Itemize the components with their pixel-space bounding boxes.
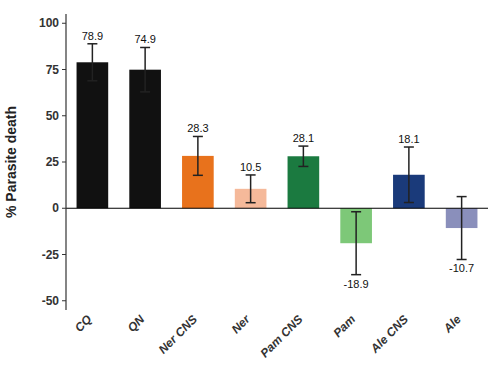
y-tick bbox=[62, 23, 66, 24]
data-label: 18.1 bbox=[398, 133, 419, 145]
x-tick-label: Pam CNS bbox=[257, 312, 305, 360]
y-tick-label: 75 bbox=[46, 63, 60, 77]
error-cap bbox=[140, 91, 150, 93]
x-tick-label: Ner CNS bbox=[156, 312, 200, 356]
data-label: 74.9 bbox=[134, 33, 155, 45]
data-label: 28.3 bbox=[187, 122, 208, 134]
y-axis-label: % Parasite death bbox=[3, 106, 19, 218]
y-tick bbox=[62, 208, 66, 209]
error-stem bbox=[408, 147, 410, 203]
y-tick bbox=[62, 254, 66, 255]
x-tick-label: CQ bbox=[72, 312, 95, 335]
error-bar bbox=[457, 197, 467, 260]
error-bar bbox=[140, 47, 150, 91]
error-cap bbox=[351, 274, 361, 276]
error-stem bbox=[144, 47, 146, 91]
error-cap bbox=[298, 145, 308, 147]
data-label: 28.1 bbox=[293, 132, 314, 144]
y-tick bbox=[62, 300, 66, 301]
error-cap bbox=[87, 80, 97, 82]
y-tick-label: -50 bbox=[42, 294, 60, 308]
error-cap bbox=[457, 259, 467, 261]
x-tick-label: Ner bbox=[229, 311, 254, 336]
bar bbox=[77, 62, 109, 208]
error-cap bbox=[457, 196, 467, 198]
error-stem bbox=[355, 212, 357, 275]
error-cap bbox=[351, 211, 361, 213]
zero-line bbox=[66, 208, 488, 209]
error-bar bbox=[351, 212, 361, 275]
x-tick-label: Ale bbox=[440, 312, 464, 336]
error-cap bbox=[193, 175, 203, 177]
error-cap bbox=[87, 43, 97, 45]
y-tick-label: 0 bbox=[52, 201, 59, 215]
error-bar bbox=[404, 147, 414, 203]
x-tick-label: QN bbox=[125, 312, 148, 335]
error-cap bbox=[246, 174, 256, 176]
data-label: -10.7 bbox=[449, 262, 474, 274]
error-cap bbox=[404, 202, 414, 204]
error-stem bbox=[461, 197, 463, 260]
x-tick-label: Ale CNS bbox=[367, 312, 411, 356]
error-cap bbox=[193, 136, 203, 138]
y-tick-label: 25 bbox=[46, 155, 60, 169]
x-tick-label: Pam bbox=[330, 312, 358, 340]
chart: 78.9 74.9 28.3 10.5 28.1 -18.9 18.1 -10.7 -50 -25… bbox=[0, 0, 500, 374]
error-stem bbox=[303, 146, 305, 166]
plot-area bbox=[66, 44, 488, 275]
data-label: 10.5 bbox=[240, 161, 261, 173]
error-stem bbox=[197, 136, 199, 175]
error-cap bbox=[404, 146, 414, 148]
y-tick bbox=[62, 69, 66, 70]
error-cap bbox=[140, 47, 150, 49]
y-tick bbox=[62, 115, 66, 116]
error-bar bbox=[193, 136, 203, 175]
error-bar bbox=[246, 175, 256, 203]
y-tick-label: 100 bbox=[39, 16, 59, 30]
error-cap bbox=[246, 202, 256, 204]
error-cap bbox=[298, 166, 308, 168]
error-bar bbox=[87, 44, 97, 81]
y-tick bbox=[62, 162, 66, 163]
y-tick-label: -25 bbox=[42, 248, 60, 262]
error-bar bbox=[298, 146, 308, 166]
y-tick-label: 50 bbox=[46, 109, 60, 123]
error-stem bbox=[250, 175, 252, 203]
data-label: -18.9 bbox=[344, 278, 369, 290]
error-stem bbox=[92, 44, 94, 81]
data-label: 78.9 bbox=[82, 30, 103, 42]
